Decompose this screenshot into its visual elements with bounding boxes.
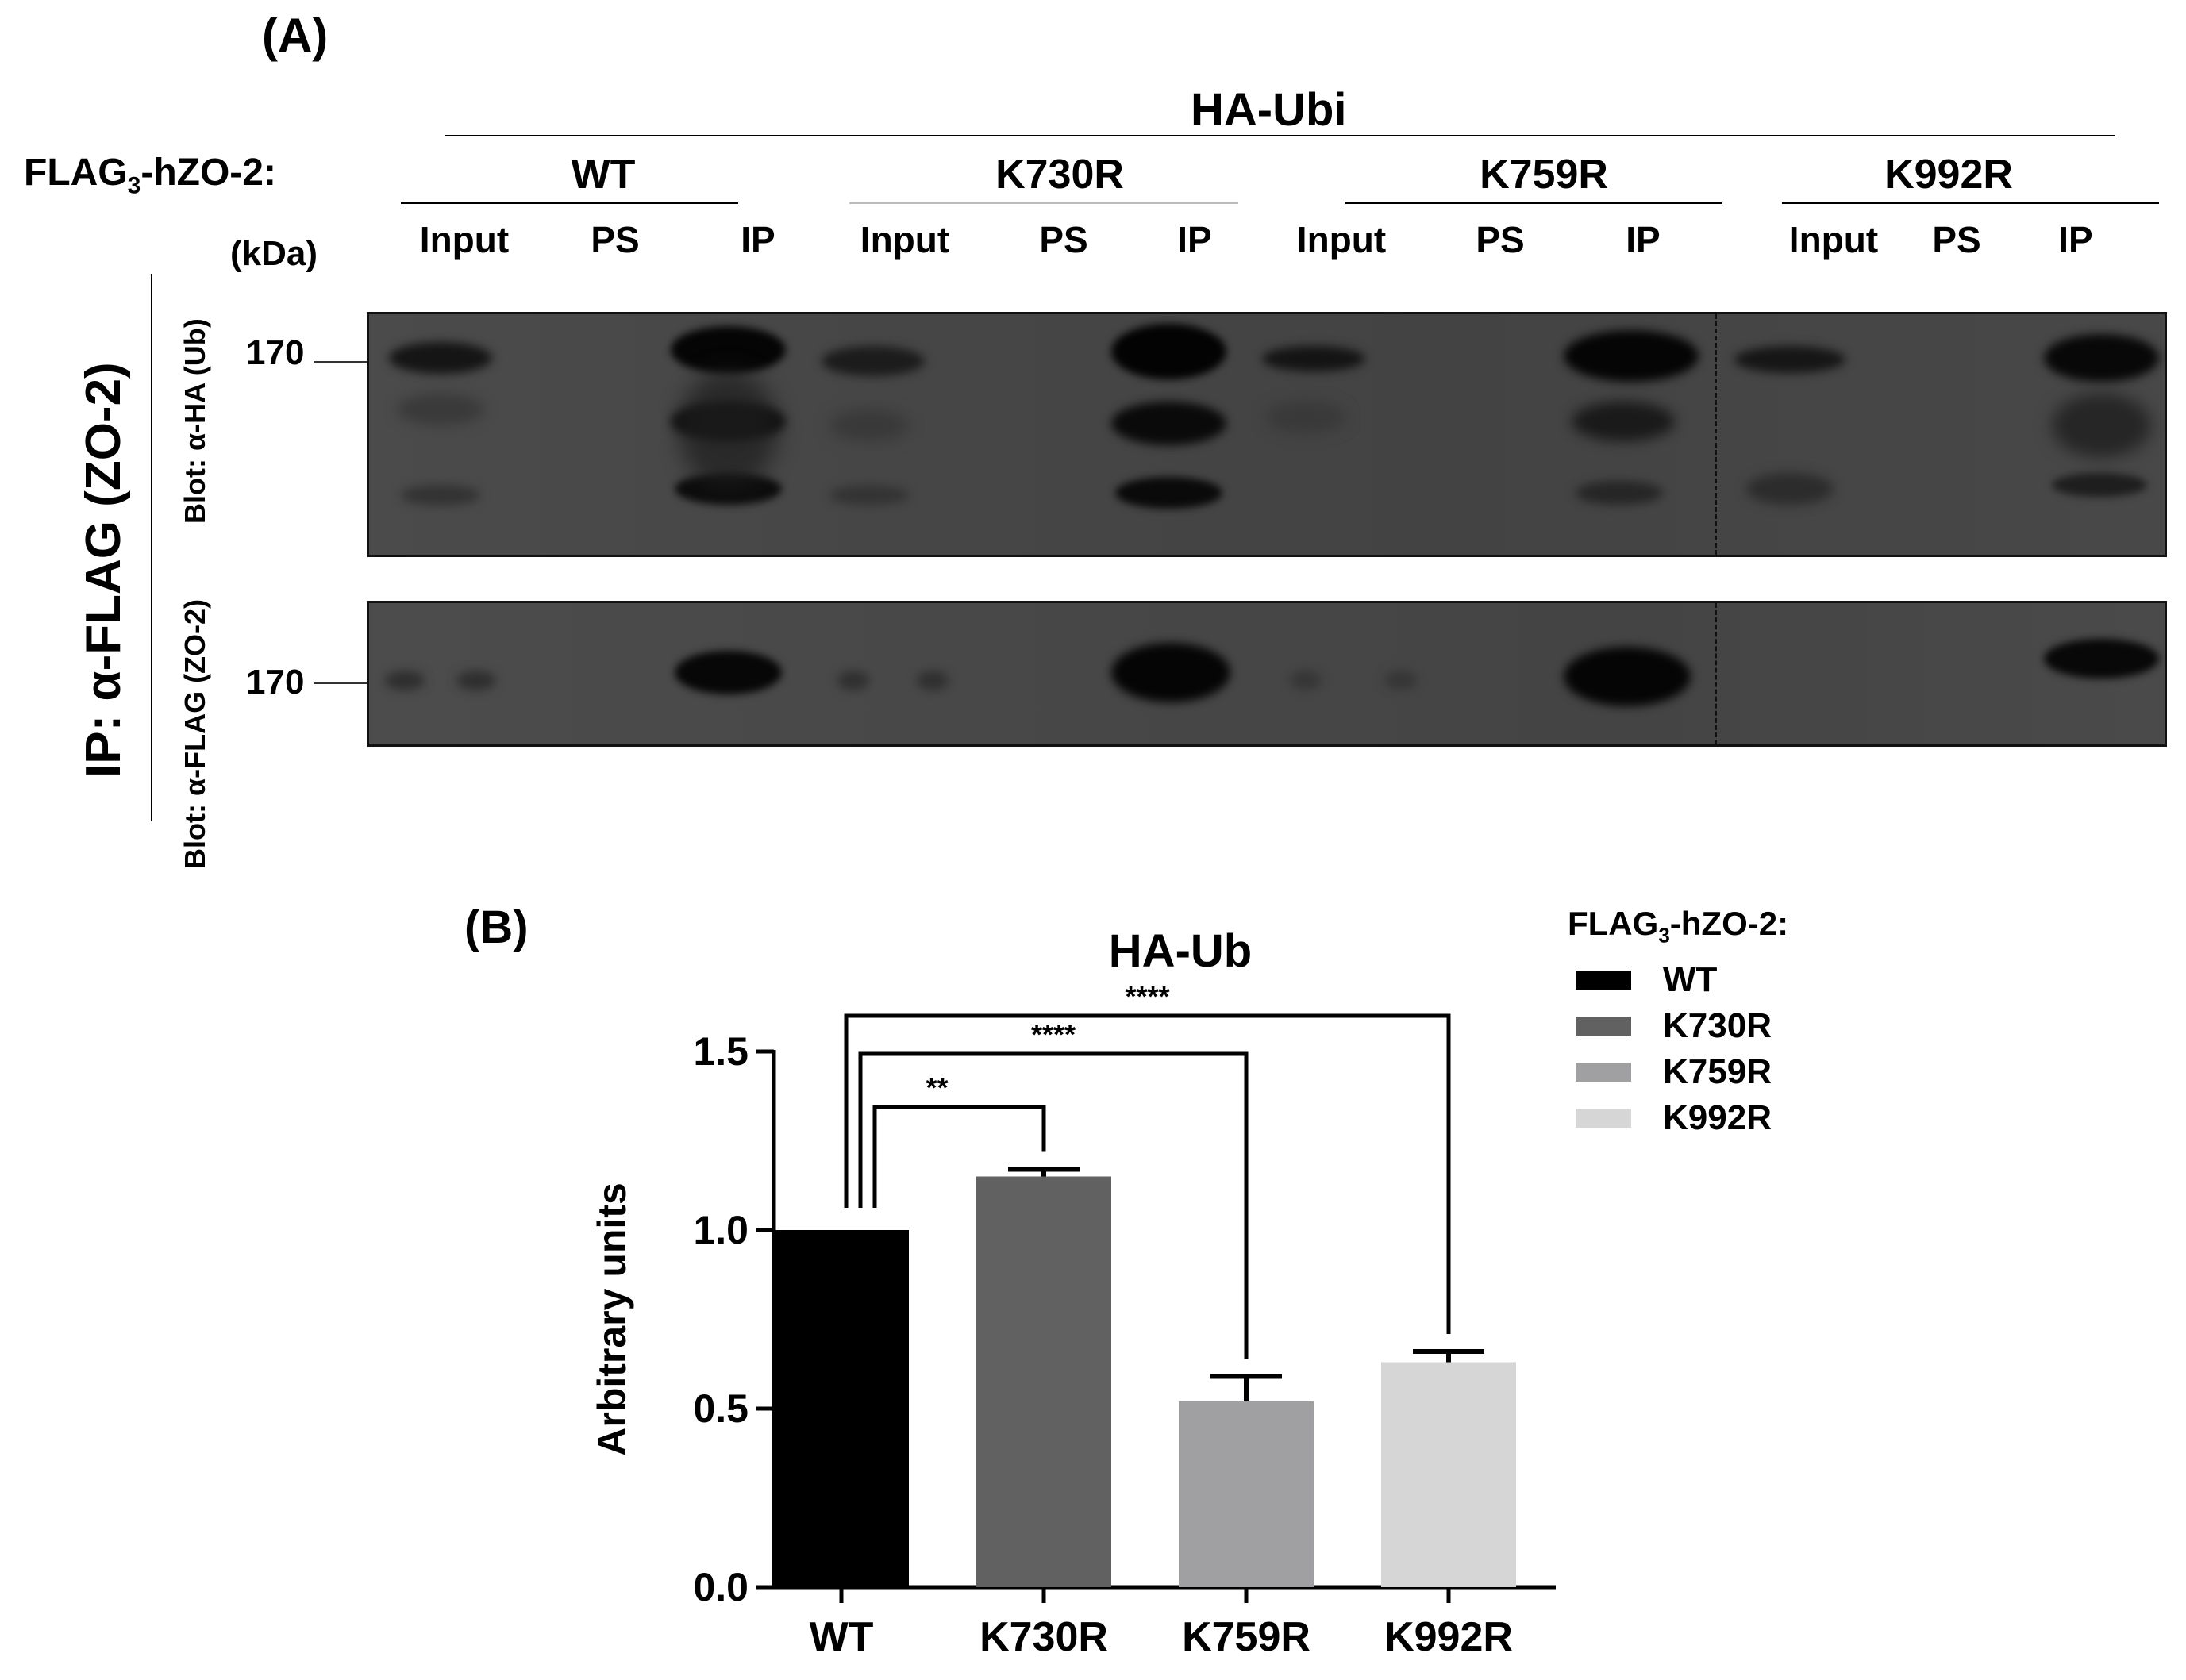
lane-k759r-ps: PS (1476, 219, 1525, 260)
significance-bracket (844, 1013, 1451, 1334)
lane-wt-ps: PS (591, 219, 640, 260)
legend-swatch (1576, 971, 1631, 990)
y-axis-label: Arbitrary units (590, 1182, 634, 1456)
significance-label: ** (926, 1071, 948, 1104)
legend-swatch (1576, 1063, 1631, 1082)
blot-bottom-anti-flag (367, 601, 2167, 747)
marker-170-top: 170 (246, 333, 305, 372)
lane-k730r-ps: PS (1039, 219, 1088, 260)
x-tick-label-k992r: K992R (1384, 1614, 1513, 1660)
ha-ubi-label: HA-Ubi (1191, 84, 1347, 136)
kda-label: (kDa) (230, 234, 318, 273)
legend-swatch (1576, 1109, 1631, 1128)
x-tick-label-wt: WT (810, 1614, 874, 1660)
group-label-k730r: K730R (995, 152, 1124, 198)
ip-flag-label: IP: α-FLAG (ZO-2) (76, 362, 131, 778)
group-label-wt: WT (571, 152, 636, 198)
legend-item-wt: WT (1576, 960, 1717, 1000)
lane-k992r-ip: IP (2058, 219, 2093, 260)
lane-k759r-ip: IP (1626, 219, 1661, 260)
legend-item-k992r: K992R (1576, 1098, 1772, 1138)
bar-k759r (1179, 1401, 1314, 1587)
blot-top-label: Blot: α-HA (Ub) (179, 318, 211, 524)
x-tick-label-k759r: K759R (1182, 1614, 1310, 1660)
marker-170-bottom: 170 (246, 663, 305, 702)
lane-k759r-input: Input (1296, 219, 1387, 260)
significance-bracket (858, 1051, 1249, 1359)
marker-tick-top (314, 361, 371, 363)
lane-k992r-input: Input (1788, 219, 1879, 260)
ha-ubi-line (445, 135, 2115, 136)
y-tick-label: 1.0 (693, 1208, 749, 1252)
bar-chart: HA-Ub 0.0 0.5 1.0 1.5 Arbitrary units WT K730R K… (590, 925, 1556, 1660)
x-tick-label-k730r: K730R (979, 1614, 1108, 1660)
blot-bottom-label: Blot: α-FLAG (ZO-2) (179, 598, 211, 869)
lane-k730r-ip: IP (1177, 219, 1212, 260)
y-tick-label: 1.5 (693, 1029, 749, 1074)
legend-label: K759R (1663, 1052, 1772, 1091)
y-tick-label: 0.5 (693, 1386, 749, 1431)
flag-construct-label: FLAG3-hZO-2: (24, 152, 276, 199)
legend-item-k730r: K730R (1576, 1006, 1772, 1046)
group-label-k759r: K759R (1480, 152, 1608, 198)
lane-wt-ip: IP (741, 219, 775, 260)
bar-wt (774, 1230, 909, 1587)
significance-label: **** (1125, 980, 1169, 1013)
legend-label: K730R (1663, 1006, 1772, 1045)
bar-k992r (1381, 1362, 1516, 1587)
significance-bracket (872, 1105, 1046, 1208)
group-line-k730r (849, 202, 1238, 204)
legend-label: K992R (1663, 1098, 1772, 1137)
blot-top-anti-ha (367, 312, 2167, 557)
legend-item-k759r: K759R (1576, 1052, 1772, 1092)
group-line-k759r (1345, 202, 1722, 204)
group-line-wt (401, 202, 738, 204)
significance-label: **** (1031, 1018, 1076, 1051)
marker-tick-bottom (314, 682, 371, 684)
lane-k992r-ps: PS (1932, 219, 1981, 260)
y-tick-label: 0.0 (693, 1565, 749, 1609)
panel-a-label: (A) (262, 9, 329, 62)
legend-swatch (1576, 1017, 1631, 1036)
chart-title: HA-Ub (1109, 925, 1252, 977)
bar-k730r (976, 1176, 1111, 1587)
legend-label: WT (1663, 960, 1718, 999)
group-label-k992r: K992R (1884, 152, 2013, 198)
group-line-k992r (1782, 202, 2159, 204)
legend-title: FLAG3-hZO-2: (1568, 905, 1789, 948)
lane-wt-input: Input (419, 219, 510, 260)
panel-b-label: (B) (464, 902, 529, 953)
ip-bracket-line (151, 274, 152, 821)
lane-k730r-input: Input (860, 219, 950, 260)
